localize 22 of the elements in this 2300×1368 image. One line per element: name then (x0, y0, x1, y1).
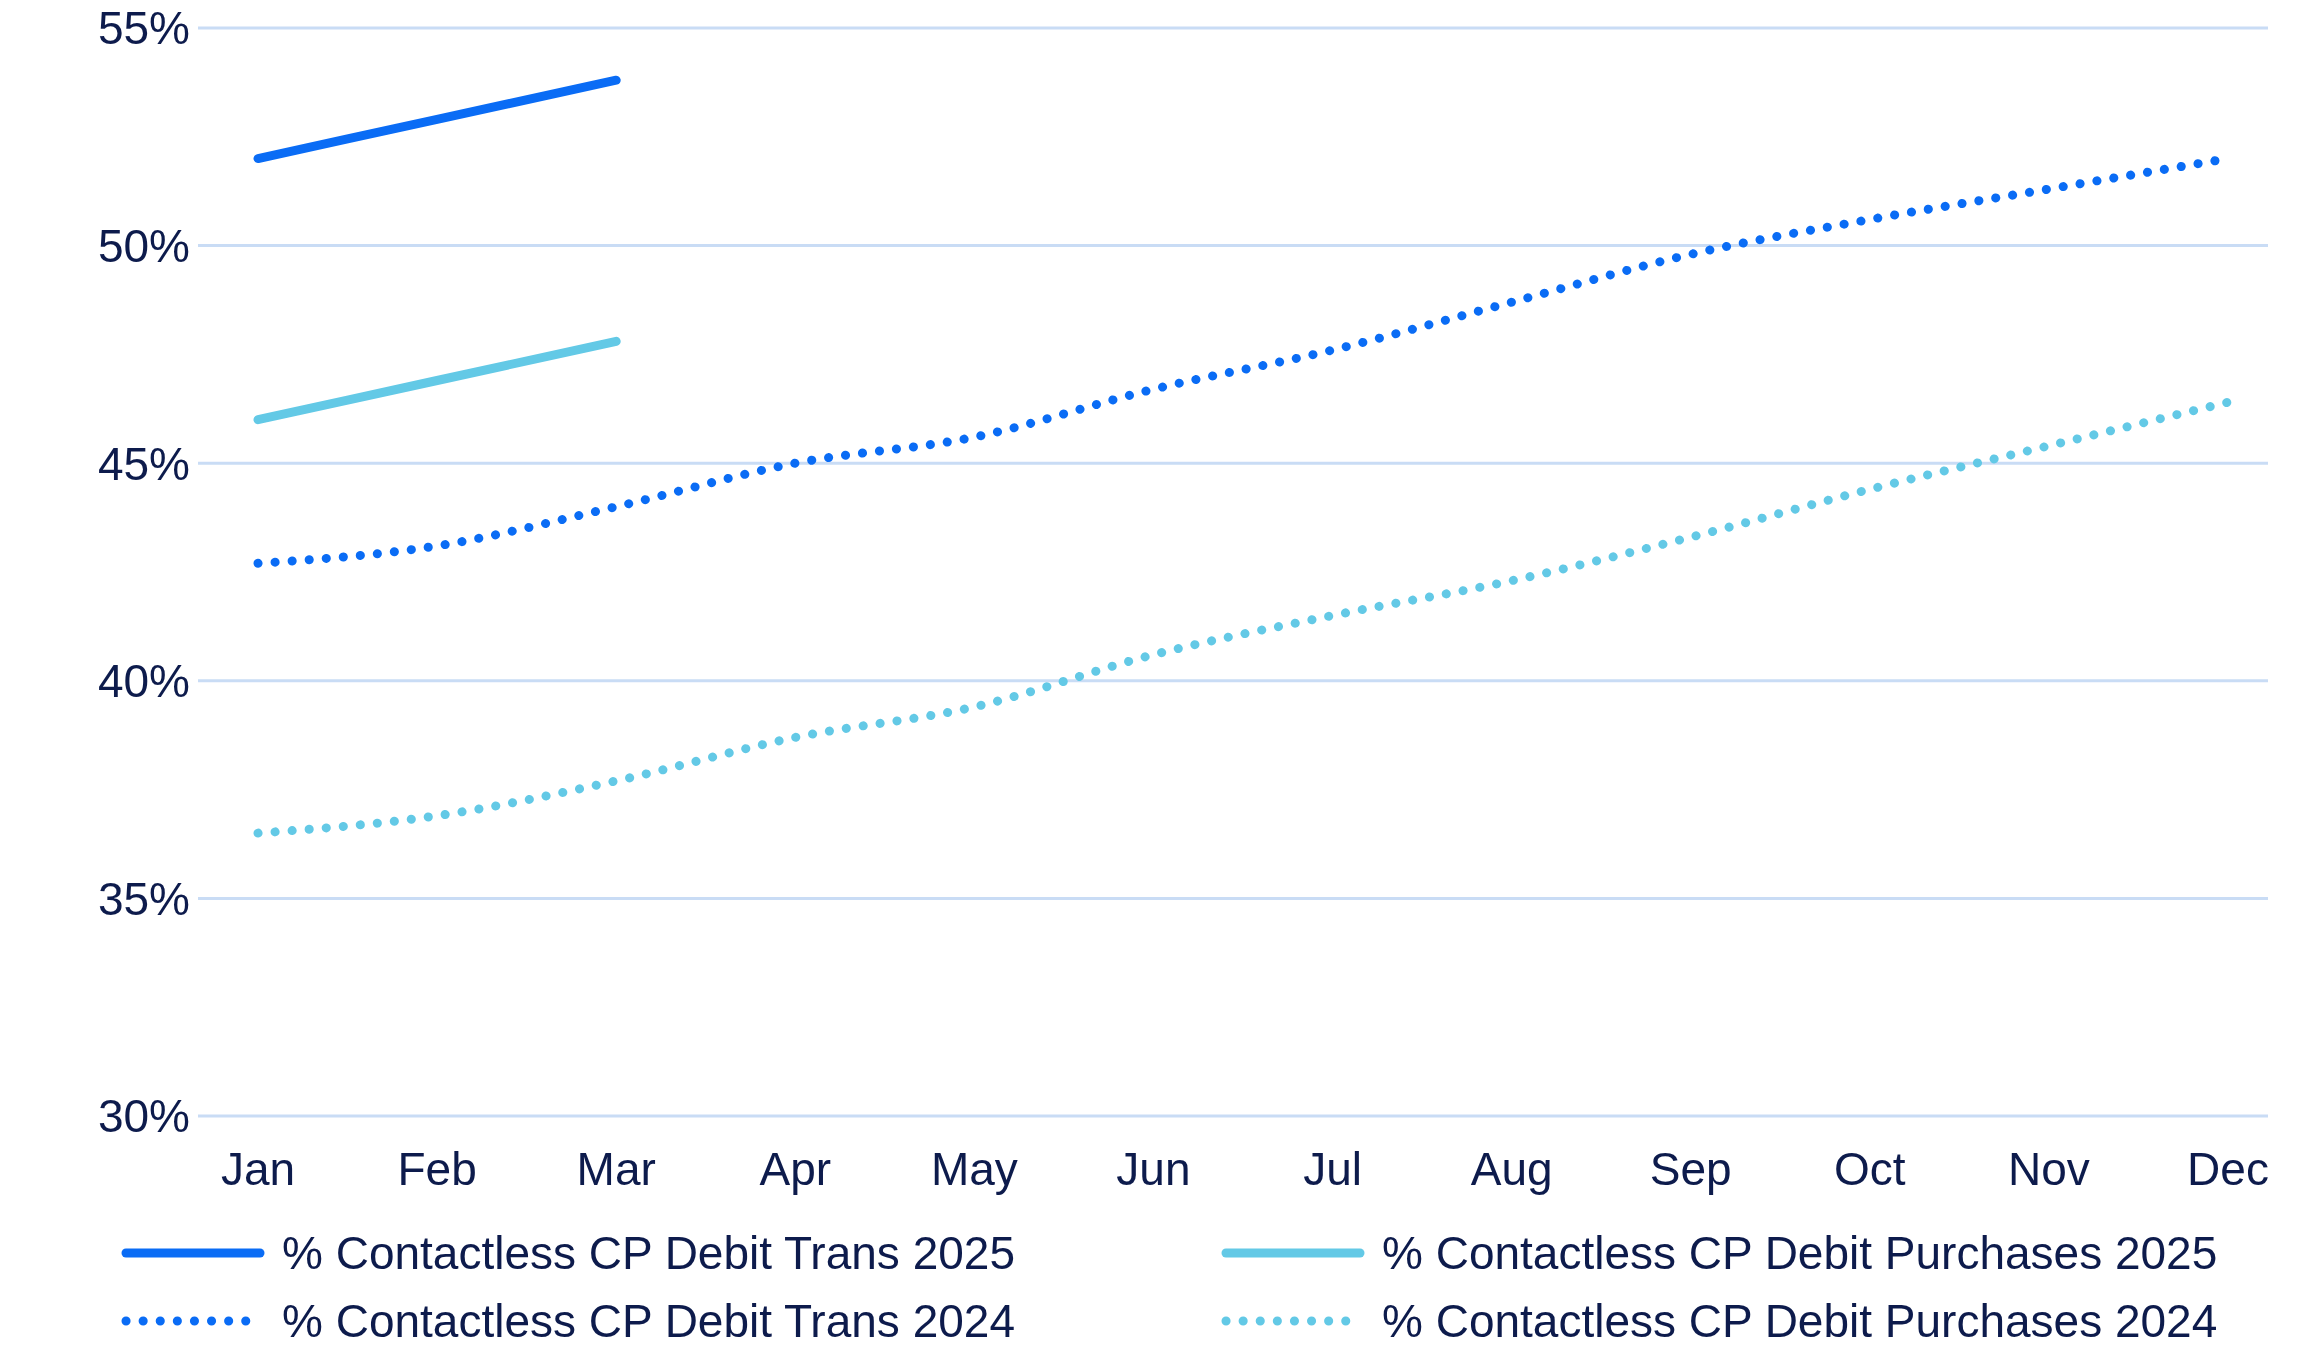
legend-label: % Contactless CP Debit Trans 2025 (282, 1226, 1015, 1280)
x-tick-label: May (930, 1142, 1018, 1195)
y-tick-label: 40% (97, 655, 190, 708)
x-tick-label: Apr (759, 1142, 832, 1195)
y-tick-label: 50% (97, 219, 190, 272)
x-tick-label: Mar (576, 1142, 656, 1195)
x-tick-label: Jul (1303, 1142, 1362, 1195)
x-tick-label: Nov (2008, 1142, 2090, 1195)
y-tick-label: 55% (97, 2, 190, 55)
x-tick-label: Jun (1116, 1142, 1191, 1195)
y-tick-label: 45% (97, 437, 190, 490)
x-tick-label: Dec (2187, 1142, 2269, 1195)
legend-label: % Contactless CP Debit Trans 2024 (282, 1294, 1015, 1348)
legend-label: % Contactless CP Debit Purchases 2025 (1382, 1226, 2218, 1280)
x-tick-label: Jan (220, 1142, 296, 1195)
x-tick-label: Aug (1470, 1142, 1553, 1195)
legend-label: % Contactless CP Debit Purchases 2024 (1382, 1294, 2218, 1348)
x-tick-label: Sep (1649, 1142, 1732, 1195)
x-tick-label: Oct (1834, 1142, 1906, 1195)
y-tick-label: 30% (97, 1090, 190, 1143)
y-tick-label: 35% (97, 872, 190, 925)
x-tick-label: Feb (397, 1142, 477, 1195)
